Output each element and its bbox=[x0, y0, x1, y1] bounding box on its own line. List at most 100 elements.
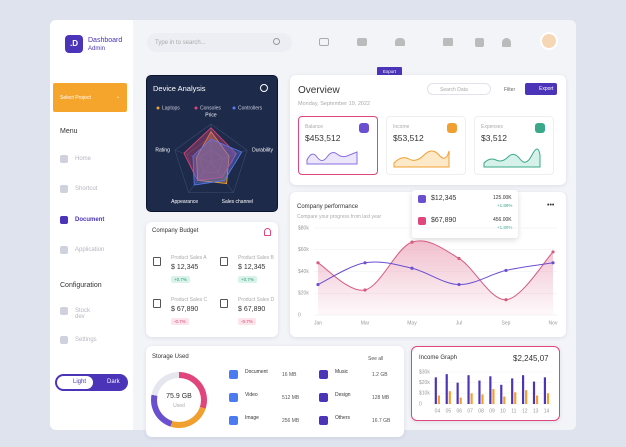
bar bbox=[543, 377, 546, 404]
menu-item[interactable]: Settings bbox=[75, 337, 97, 343]
bar bbox=[478, 380, 481, 404]
legend-dot bbox=[156, 106, 160, 110]
search-icon bbox=[273, 38, 280, 45]
bar bbox=[459, 397, 462, 404]
file-size: 16 MB bbox=[282, 372, 297, 378]
export-button[interactable]: Export bbox=[525, 83, 557, 95]
y-tick-label: $80k bbox=[298, 225, 309, 231]
point bbox=[316, 282, 320, 287]
x-tick-label: Nov bbox=[549, 320, 558, 326]
search-placeholder: Type in to search... bbox=[155, 40, 206, 46]
search[interactable]: Type in to search... bbox=[147, 33, 292, 52]
x-tick-label: 10 bbox=[500, 408, 506, 414]
theme-toggle[interactable]: Light Dark bbox=[55, 374, 128, 391]
x-tick-label: 05 bbox=[446, 408, 452, 414]
tooltip-change: +1.89% bbox=[497, 203, 513, 208]
radar-grid bbox=[198, 149, 224, 173]
budget-change: -0.7% bbox=[171, 318, 189, 325]
tooltip-change: +1.89% bbox=[497, 225, 513, 230]
icon[interactable] bbox=[395, 38, 405, 46]
budget-change: +0.7% bbox=[238, 276, 257, 283]
budget-title: Company Budget bbox=[152, 228, 199, 234]
file-icon bbox=[319, 393, 328, 402]
used: 75.9 GB bbox=[166, 393, 192, 400]
avatar[interactable] bbox=[540, 32, 558, 50]
stat-label: Expenses bbox=[481, 124, 503, 130]
export-tag[interactable]: Export bbox=[377, 67, 402, 76]
x-tick-label: 04 bbox=[435, 408, 441, 414]
legend-dot bbox=[232, 106, 236, 110]
budget-change: +0.7% bbox=[171, 276, 190, 283]
menu-item[interactable]: Home bbox=[75, 156, 92, 162]
point bbox=[410, 266, 414, 270]
icon[interactable] bbox=[502, 38, 511, 47]
menu-item[interactable]: Application bbox=[75, 247, 105, 253]
stat-label: Income bbox=[393, 124, 410, 130]
file-size: 256 MB bbox=[282, 418, 300, 424]
icon[interactable] bbox=[319, 38, 329, 46]
menu-item[interactable]: Shortcut bbox=[75, 186, 98, 192]
point bbox=[363, 288, 367, 292]
file-size: 128 MB bbox=[372, 395, 390, 401]
role: Admin bbox=[88, 46, 106, 52]
bell[interactable] bbox=[264, 228, 271, 236]
bar bbox=[532, 381, 536, 404]
more[interactable]: ••• bbox=[547, 202, 555, 209]
point bbox=[551, 250, 555, 254]
x-tick-label: Sep bbox=[502, 320, 511, 326]
radar-label: Appearance bbox=[171, 199, 198, 205]
file-size: 1.2 GB bbox=[372, 372, 388, 378]
menu-item[interactable]: Stock dev bbox=[75, 308, 91, 320]
radar-area bbox=[183, 127, 237, 181]
stat-icon bbox=[447, 123, 457, 133]
filter[interactable]: Filter bbox=[504, 87, 516, 93]
tooltip-icon bbox=[418, 217, 426, 225]
point bbox=[457, 282, 461, 287]
bar bbox=[481, 394, 484, 404]
tooltip-value: $67,890 bbox=[431, 217, 457, 224]
file-name: Others bbox=[335, 415, 351, 421]
overview-date: Monday, September 19, 2022 bbox=[298, 101, 371, 107]
line bbox=[317, 261, 554, 286]
file-name: Music bbox=[335, 369, 349, 375]
income-total: $2,245,07 bbox=[513, 354, 549, 363]
icon[interactable] bbox=[475, 38, 484, 47]
select-label: Select Project bbox=[60, 95, 91, 101]
light-pill[interactable] bbox=[57, 376, 93, 389]
bar bbox=[546, 393, 550, 404]
budget-change: -0.7% bbox=[238, 318, 256, 325]
select-project[interactable]: Select Project ⌄ bbox=[53, 83, 127, 112]
menu-icon bbox=[60, 336, 68, 344]
bar bbox=[503, 396, 506, 404]
performance-title: Company performance bbox=[297, 204, 359, 210]
menu-icon bbox=[60, 307, 68, 315]
device-menu[interactable] bbox=[260, 84, 268, 92]
search-data[interactable]: Search Data bbox=[427, 83, 491, 95]
tooltip-amount: 125.00K bbox=[493, 195, 512, 201]
legend-dot bbox=[194, 106, 198, 110]
y-tick-label: 0 bbox=[419, 401, 422, 407]
legend-label: Laptops bbox=[162, 105, 180, 111]
icon[interactable] bbox=[443, 38, 453, 46]
x-tick-label: Jan bbox=[314, 320, 322, 326]
budget-value: $ 67,890 bbox=[171, 306, 199, 313]
stat-value: $453,512 bbox=[305, 133, 341, 143]
see-all[interactable]: See all bbox=[368, 356, 384, 362]
icon[interactable] bbox=[357, 38, 367, 46]
point bbox=[504, 298, 508, 302]
x-tick-label: 08 bbox=[478, 408, 484, 414]
logo: .D bbox=[65, 35, 83, 53]
y-tick-label: $10k bbox=[419, 391, 430, 397]
point bbox=[457, 256, 461, 261]
menu-icon bbox=[60, 246, 68, 254]
bar bbox=[492, 389, 495, 404]
x-tick-label: 13 bbox=[533, 408, 539, 414]
bar bbox=[500, 384, 503, 404]
stat-label: Balance bbox=[305, 124, 324, 130]
budget-name: Product Sales B bbox=[238, 255, 274, 261]
stat-value: $3,512 bbox=[481, 133, 507, 143]
y-tick-label: $20k bbox=[419, 380, 430, 386]
menu-item[interactable]: Document bbox=[75, 217, 105, 223]
performance-subtitle: Compare your progress from last year bbox=[297, 214, 382, 220]
